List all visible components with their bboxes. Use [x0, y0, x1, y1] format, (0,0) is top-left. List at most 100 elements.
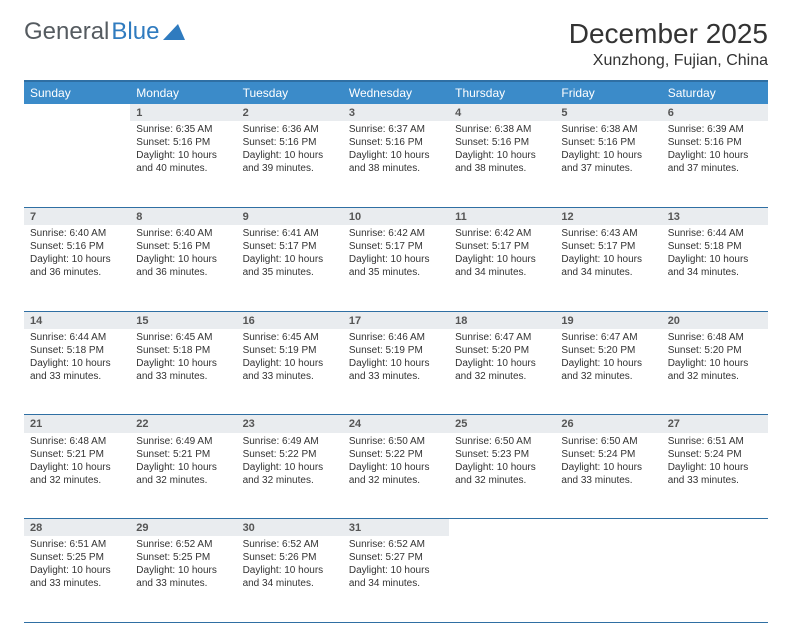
sunset-text: Sunset: 5:16 PM	[455, 136, 549, 149]
day-data-cell: Sunrise: 6:50 AMSunset: 5:23 PMDaylight:…	[449, 433, 555, 519]
day-number-cell: 5	[555, 104, 661, 121]
weekday-header: Sunday	[24, 81, 130, 104]
sunrise-text: Sunrise: 6:47 AM	[561, 331, 655, 344]
sunrise-text: Sunrise: 6:51 AM	[668, 435, 762, 448]
sunset-text: Sunset: 5:25 PM	[136, 551, 230, 564]
weekday-header: Saturday	[662, 81, 768, 104]
sunset-text: Sunset: 5:25 PM	[30, 551, 124, 564]
day-data-cell	[555, 536, 661, 622]
day-data-cell: Sunrise: 6:37 AMSunset: 5:16 PMDaylight:…	[343, 121, 449, 207]
day-number-cell: 23	[237, 415, 343, 433]
sunrise-text: Sunrise: 6:42 AM	[349, 227, 443, 240]
weekday-header: Friday	[555, 81, 661, 104]
daylight-text: Daylight: 10 hours and 33 minutes.	[668, 461, 762, 487]
day-number-cell: 9	[237, 207, 343, 225]
day-data: Sunrise: 6:38 AMSunset: 5:16 PMDaylight:…	[555, 121, 661, 179]
logo-text-blue: Blue	[111, 18, 159, 46]
sunset-text: Sunset: 5:24 PM	[561, 448, 655, 461]
weekday-header: Monday	[130, 81, 236, 104]
sunset-text: Sunset: 5:24 PM	[668, 448, 762, 461]
day-data: Sunrise: 6:45 AMSunset: 5:18 PMDaylight:…	[130, 329, 236, 387]
day-data-cell	[24, 121, 130, 207]
day-number-cell: 15	[130, 311, 236, 329]
sunrise-text: Sunrise: 6:48 AM	[30, 435, 124, 448]
daylight-text: Daylight: 10 hours and 38 minutes.	[455, 149, 549, 175]
day-data: Sunrise: 6:51 AMSunset: 5:25 PMDaylight:…	[24, 536, 130, 594]
sunset-text: Sunset: 5:26 PM	[243, 551, 337, 564]
sunrise-text: Sunrise: 6:36 AM	[243, 123, 337, 136]
day-data-cell: Sunrise: 6:45 AMSunset: 5:18 PMDaylight:…	[130, 329, 236, 415]
day-number-cell: 6	[662, 104, 768, 121]
daylight-text: Daylight: 10 hours and 33 minutes.	[136, 564, 230, 590]
sunset-text: Sunset: 5:19 PM	[243, 344, 337, 357]
day-number-row: 78910111213	[24, 207, 768, 225]
day-number-cell: 22	[130, 415, 236, 433]
day-number-cell: 12	[555, 207, 661, 225]
sunset-text: Sunset: 5:18 PM	[668, 240, 762, 253]
day-data-cell: Sunrise: 6:45 AMSunset: 5:19 PMDaylight:…	[237, 329, 343, 415]
daylight-text: Daylight: 10 hours and 33 minutes.	[561, 461, 655, 487]
sunset-text: Sunset: 5:17 PM	[561, 240, 655, 253]
day-data: Sunrise: 6:42 AMSunset: 5:17 PMDaylight:…	[343, 225, 449, 283]
daylight-text: Daylight: 10 hours and 35 minutes.	[243, 253, 337, 279]
daylight-text: Daylight: 10 hours and 33 minutes.	[349, 357, 443, 383]
day-data-cell: Sunrise: 6:51 AMSunset: 5:25 PMDaylight:…	[24, 536, 130, 622]
daylight-text: Daylight: 10 hours and 33 minutes.	[243, 357, 337, 383]
sunrise-text: Sunrise: 6:44 AM	[30, 331, 124, 344]
daylight-text: Daylight: 10 hours and 33 minutes.	[30, 357, 124, 383]
day-data-cell: Sunrise: 6:47 AMSunset: 5:20 PMDaylight:…	[555, 329, 661, 415]
sunrise-text: Sunrise: 6:48 AM	[668, 331, 762, 344]
sunrise-text: Sunrise: 6:45 AM	[136, 331, 230, 344]
day-number-cell: 17	[343, 311, 449, 329]
day-data: Sunrise: 6:43 AMSunset: 5:17 PMDaylight:…	[555, 225, 661, 283]
sunset-text: Sunset: 5:16 PM	[30, 240, 124, 253]
sunset-text: Sunset: 5:16 PM	[668, 136, 762, 149]
day-number-cell: 14	[24, 311, 130, 329]
day-number-cell	[449, 519, 555, 537]
sunset-text: Sunset: 5:21 PM	[30, 448, 124, 461]
sunset-text: Sunset: 5:16 PM	[349, 136, 443, 149]
sunset-text: Sunset: 5:20 PM	[561, 344, 655, 357]
sunrise-text: Sunrise: 6:35 AM	[136, 123, 230, 136]
day-number-cell: 24	[343, 415, 449, 433]
day-data-row: Sunrise: 6:40 AMSunset: 5:16 PMDaylight:…	[24, 225, 768, 311]
day-number-cell	[24, 104, 130, 121]
sunset-text: Sunset: 5:27 PM	[349, 551, 443, 564]
sunset-text: Sunset: 5:16 PM	[136, 240, 230, 253]
sunset-text: Sunset: 5:17 PM	[455, 240, 549, 253]
day-data: Sunrise: 6:49 AMSunset: 5:22 PMDaylight:…	[237, 433, 343, 491]
day-data: Sunrise: 6:40 AMSunset: 5:16 PMDaylight:…	[130, 225, 236, 283]
day-data-cell: Sunrise: 6:51 AMSunset: 5:24 PMDaylight:…	[662, 433, 768, 519]
day-data-row: Sunrise: 6:48 AMSunset: 5:21 PMDaylight:…	[24, 433, 768, 519]
day-data-cell: Sunrise: 6:35 AMSunset: 5:16 PMDaylight:…	[130, 121, 236, 207]
sunset-text: Sunset: 5:22 PM	[349, 448, 443, 461]
day-data: Sunrise: 6:50 AMSunset: 5:24 PMDaylight:…	[555, 433, 661, 491]
daylight-text: Daylight: 10 hours and 32 minutes.	[30, 461, 124, 487]
day-number-cell: 21	[24, 415, 130, 433]
day-number-cell: 10	[343, 207, 449, 225]
sunrise-text: Sunrise: 6:44 AM	[668, 227, 762, 240]
day-data-cell: Sunrise: 6:42 AMSunset: 5:17 PMDaylight:…	[343, 225, 449, 311]
day-number-row: 123456	[24, 104, 768, 121]
sunset-text: Sunset: 5:16 PM	[136, 136, 230, 149]
sunrise-text: Sunrise: 6:43 AM	[561, 227, 655, 240]
day-data: Sunrise: 6:35 AMSunset: 5:16 PMDaylight:…	[130, 121, 236, 179]
day-data: Sunrise: 6:40 AMSunset: 5:16 PMDaylight:…	[24, 225, 130, 283]
sunset-text: Sunset: 5:20 PM	[668, 344, 762, 357]
month-title: December 2025	[569, 18, 768, 50]
sunrise-text: Sunrise: 6:40 AM	[30, 227, 124, 240]
sunrise-text: Sunrise: 6:38 AM	[561, 123, 655, 136]
day-data-cell: Sunrise: 6:43 AMSunset: 5:17 PMDaylight:…	[555, 225, 661, 311]
title-block: December 2025 Xunzhong, Fujian, China	[569, 18, 768, 70]
day-data-cell: Sunrise: 6:44 AMSunset: 5:18 PMDaylight:…	[24, 329, 130, 415]
sunset-text: Sunset: 5:18 PM	[136, 344, 230, 357]
sunrise-text: Sunrise: 6:50 AM	[561, 435, 655, 448]
daylight-text: Daylight: 10 hours and 37 minutes.	[561, 149, 655, 175]
sunset-text: Sunset: 5:16 PM	[561, 136, 655, 149]
sunrise-text: Sunrise: 6:40 AM	[136, 227, 230, 240]
sunrise-text: Sunrise: 6:52 AM	[349, 538, 443, 551]
day-data-cell: Sunrise: 6:42 AMSunset: 5:17 PMDaylight:…	[449, 225, 555, 311]
sunrise-text: Sunrise: 6:37 AM	[349, 123, 443, 136]
day-number-cell: 20	[662, 311, 768, 329]
day-data: Sunrise: 6:41 AMSunset: 5:17 PMDaylight:…	[237, 225, 343, 283]
